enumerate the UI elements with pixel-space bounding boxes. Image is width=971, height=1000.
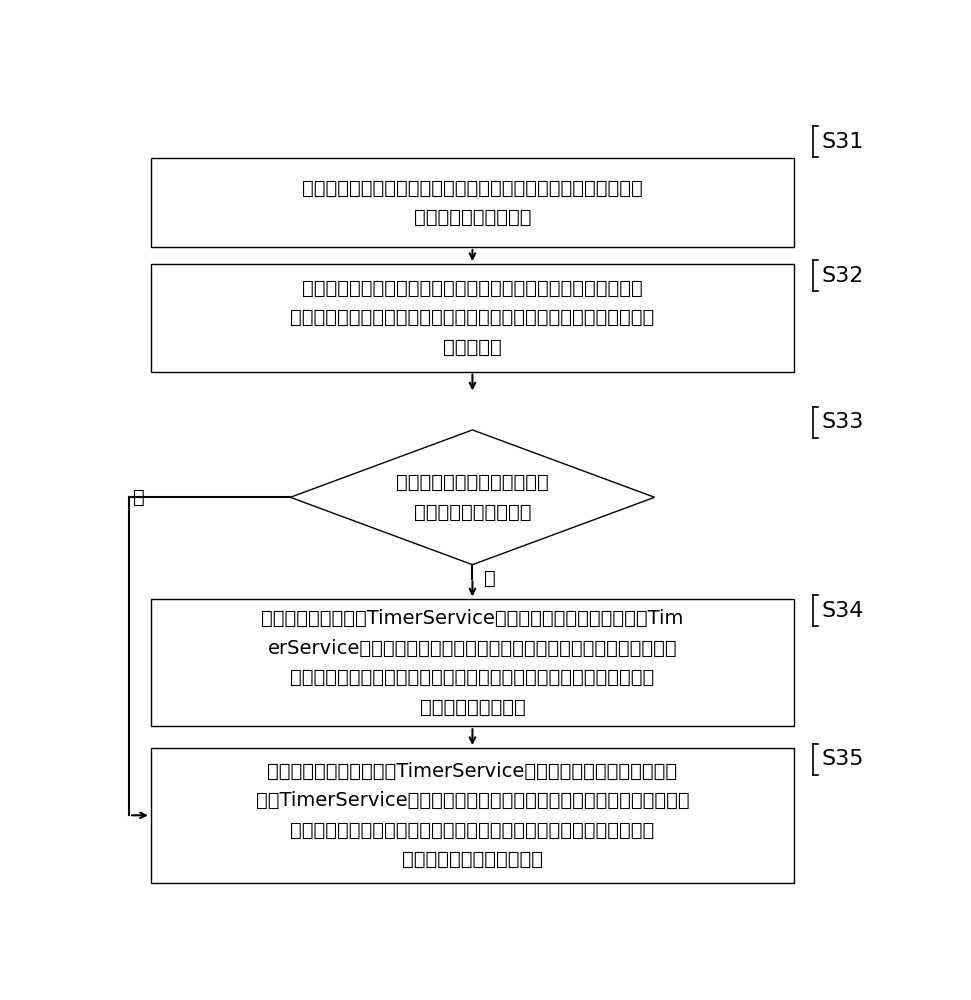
Text: 接收开启音量控制装置命令，开启音量控制并显示所述静音计时子
面板上的静音模拟开关: 接收开启音量控制装置命令，开启音量控制并显示所述静音计时子 面板上的静音模拟开关 — [302, 179, 643, 227]
Text: S32: S32 — [821, 266, 863, 286]
Text: 在第一预设时间内接收到开启静音计时子面板上的静音模拟开关的
触发命令的情况下，启动静音模式并开启静音计时子面板上的静音时长
模拟调节器: 在第一预设时间内接收到开启静音计时子面板上的静音模拟开关的 触发命令的情况下，启… — [290, 279, 654, 357]
Text: 是: 是 — [485, 569, 496, 588]
Text: S31: S31 — [821, 132, 863, 152]
Polygon shape — [290, 430, 654, 565]
Bar — [151, 158, 794, 247]
Text: 在第二预设时间内判断是否接
收到静音时长调节命令: 在第二预设时间内判断是否接 收到静音时长调节命令 — [396, 473, 549, 522]
Text: 否: 否 — [133, 488, 145, 507]
Text: S35: S35 — [821, 749, 863, 769]
Text: S34: S34 — [821, 601, 863, 621]
Text: 获取默认静音时长，调用TimerService计时器服务，将默认静音时长
作为TimerService计时器服务中模拟计时器的计时时长，执行静音计时，
并实时获: 获取默认静音时长，调用TimerService计时器服务，将默认静音时长 作为T… — [255, 762, 689, 869]
Text: S33: S33 — [821, 412, 863, 432]
Text: 获取静音时长，调用TimerService计时器服务，将静音时长作为Tim
erService计时器服务中模拟计时器的计时时长，执行静音计时，并实时
获取模拟计: 获取静音时长，调用TimerService计时器服务，将静音时长作为Tim er… — [261, 609, 684, 717]
Bar — [151, 599, 794, 726]
Bar — [151, 748, 794, 883]
Bar — [151, 264, 794, 372]
